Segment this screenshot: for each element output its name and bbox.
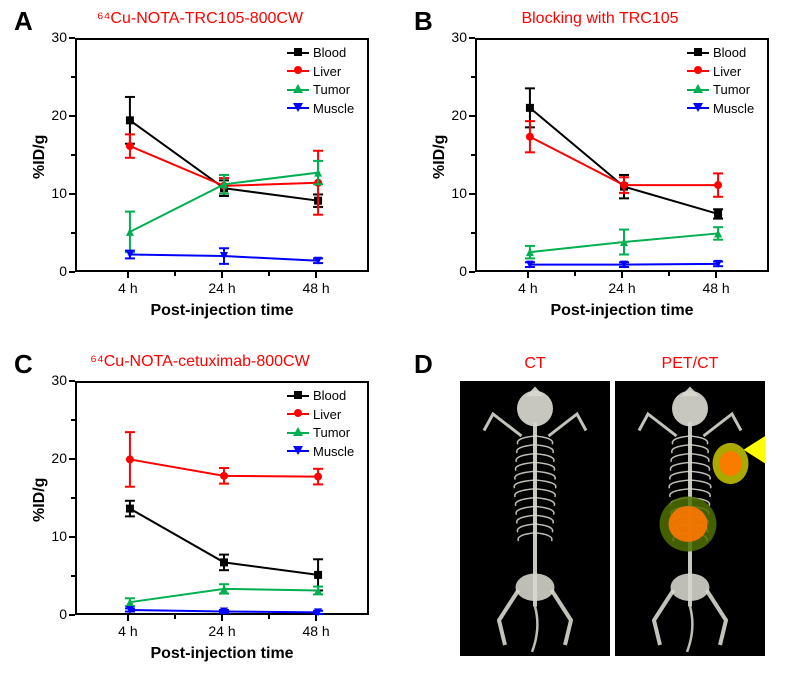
ytick-label: 30 — [441, 29, 467, 45]
legend-item: Blood — [287, 387, 354, 405]
panel-d-ct-image — [460, 381, 610, 656]
legend-item: Muscle — [287, 100, 354, 118]
legend-label: Muscle — [713, 100, 754, 118]
panel-a-title: ⁶⁴Cu-NOTA-TRC105-800CW — [0, 10, 400, 28]
panel-b: B Blocking with TRC105 01020304 h24 h48 … — [400, 0, 800, 343]
ytick-label: 30 — [41, 29, 67, 45]
legend-label: Liver — [713, 63, 741, 81]
ytick-label: 20 — [41, 107, 67, 123]
panel-d-petct-label: PET/CT — [615, 355, 765, 373]
figure-root: A ⁶⁴Cu-NOTA-TRC105-800CW 01020304 h24 h4… — [0, 0, 800, 687]
legend: BloodLiverTumorMuscle — [687, 44, 754, 118]
xtick-label: 24 h — [597, 280, 647, 296]
legend-label: Muscle — [313, 443, 354, 461]
legend-label: Blood — [313, 44, 346, 62]
legend: BloodLiverTumorMuscle — [287, 387, 354, 461]
xtick-label: 24 h — [197, 623, 247, 639]
panel-d: D CT PET/CT — [400, 343, 800, 686]
legend-item: Tumor — [287, 424, 354, 442]
legend-item: Liver — [687, 63, 754, 81]
ytick-label: 30 — [41, 372, 67, 388]
ytick-label: 10 — [41, 185, 67, 201]
x-axis-label: Post-injection time — [75, 645, 369, 663]
x-axis-label: Post-injection time — [475, 302, 769, 320]
ytick-label: 20 — [41, 450, 67, 466]
y-axis-label: %ID/g — [31, 472, 49, 522]
xtick-label: 24 h — [197, 280, 247, 296]
y-axis-label: %ID/g — [431, 129, 449, 179]
legend-label: Liver — [313, 63, 341, 81]
ytick-label: 10 — [441, 185, 467, 201]
legend-label: Tumor — [713, 81, 750, 99]
panel-d-petct-image — [615, 381, 765, 656]
panel-a: A ⁶⁴Cu-NOTA-TRC105-800CW 01020304 h24 h4… — [0, 0, 400, 343]
legend-label: Blood — [713, 44, 746, 62]
ytick-label: 0 — [41, 606, 67, 622]
ytick-label: 0 — [441, 263, 467, 279]
ytick-label: 0 — [41, 263, 67, 279]
legend-item: Liver — [287, 63, 354, 81]
legend-item: Blood — [687, 44, 754, 62]
legend-item: Tumor — [287, 81, 354, 99]
panel-d-ct-label: CT — [460, 355, 610, 373]
legend-item: Blood — [287, 44, 354, 62]
panel-d-label: D — [414, 349, 433, 380]
legend-label: Tumor — [313, 424, 350, 442]
y-axis-label: %ID/g — [31, 129, 49, 179]
legend: BloodLiverTumorMuscle — [287, 44, 354, 118]
xtick-label: 4 h — [103, 280, 153, 296]
legend-label: Liver — [313, 406, 341, 424]
legend-item: Muscle — [287, 443, 354, 461]
xtick-label: 4 h — [503, 280, 553, 296]
legend-item: Tumor — [687, 81, 754, 99]
legend-label: Muscle — [313, 100, 354, 118]
legend-label: Blood — [313, 387, 346, 405]
xtick-label: 48 h — [691, 280, 741, 296]
xtick-label: 4 h — [103, 623, 153, 639]
xtick-label: 48 h — [291, 280, 341, 296]
ytick-label: 20 — [441, 107, 467, 123]
xtick-label: 48 h — [291, 623, 341, 639]
legend-label: Tumor — [313, 81, 350, 99]
ytick-label: 10 — [41, 528, 67, 544]
panel-c: C ⁶⁴Cu-NOTA-cetuximab-800CW 01020304 h24… — [0, 343, 400, 686]
panel-b-title: Blocking with TRC105 — [400, 10, 800, 28]
legend-item: Liver — [287, 406, 354, 424]
legend-item: Muscle — [687, 100, 754, 118]
panel-c-title: ⁶⁴Cu-NOTA-cetuximab-800CW — [0, 353, 400, 371]
x-axis-label: Post-injection time — [75, 302, 369, 320]
